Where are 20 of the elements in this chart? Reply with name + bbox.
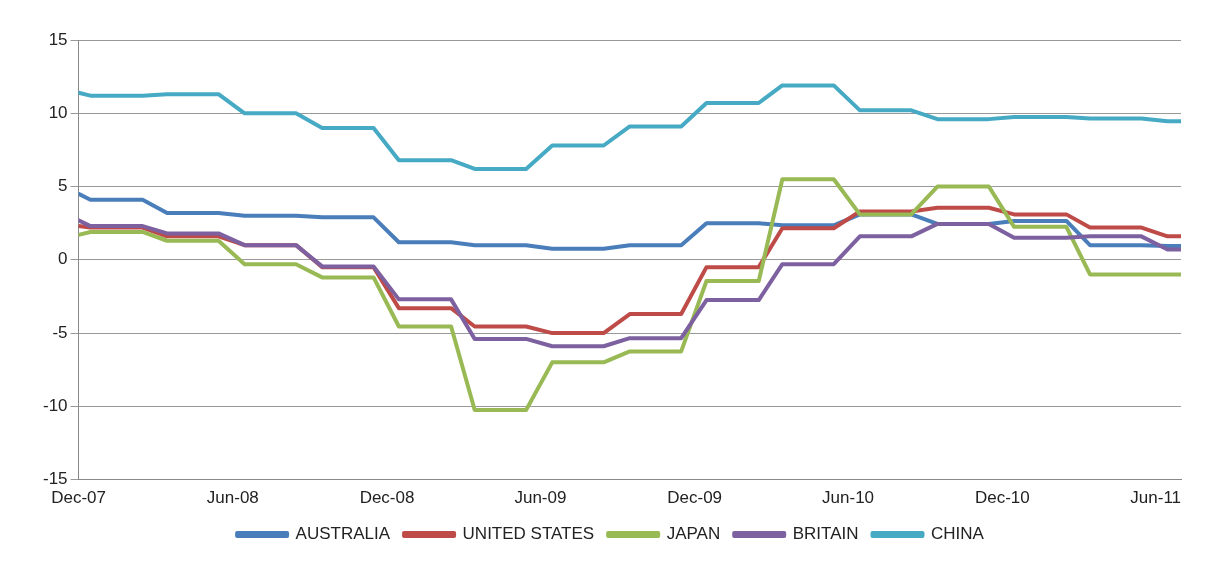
legend-label: AUSTRALIA — [295, 524, 391, 544]
x-tick-label: Jun-09 — [514, 488, 567, 508]
x-tick-label: Dec-07 — [51, 488, 106, 508]
y-tick-label: -15 — [42, 469, 68, 489]
x-tick-label: Jun-10 — [822, 488, 875, 508]
legend-label: UNITED STATES — [462, 524, 595, 544]
y-tick-label: -10 — [42, 396, 68, 416]
x-tick-label: Dec-09 — [667, 488, 723, 508]
legend-label: CHINA — [931, 524, 985, 544]
x-tick-label: Jun-11 — [1130, 488, 1182, 508]
y-tick-label: 0 — [58, 249, 68, 269]
legend-label: BRITAIN — [792, 524, 859, 544]
x-tick-label: Dec-08 — [359, 488, 415, 508]
y-tick-label: -5 — [52, 322, 68, 342]
y-tick-label: 15 — [48, 29, 68, 49]
y-tick-label: 10 — [48, 102, 68, 122]
x-tick-label: Jun-08 — [206, 488, 259, 508]
x-tick-label: Dec-10 — [974, 488, 1030, 508]
y-tick-label: 5 — [58, 176, 68, 196]
legend-label: JAPAN — [666, 524, 721, 544]
